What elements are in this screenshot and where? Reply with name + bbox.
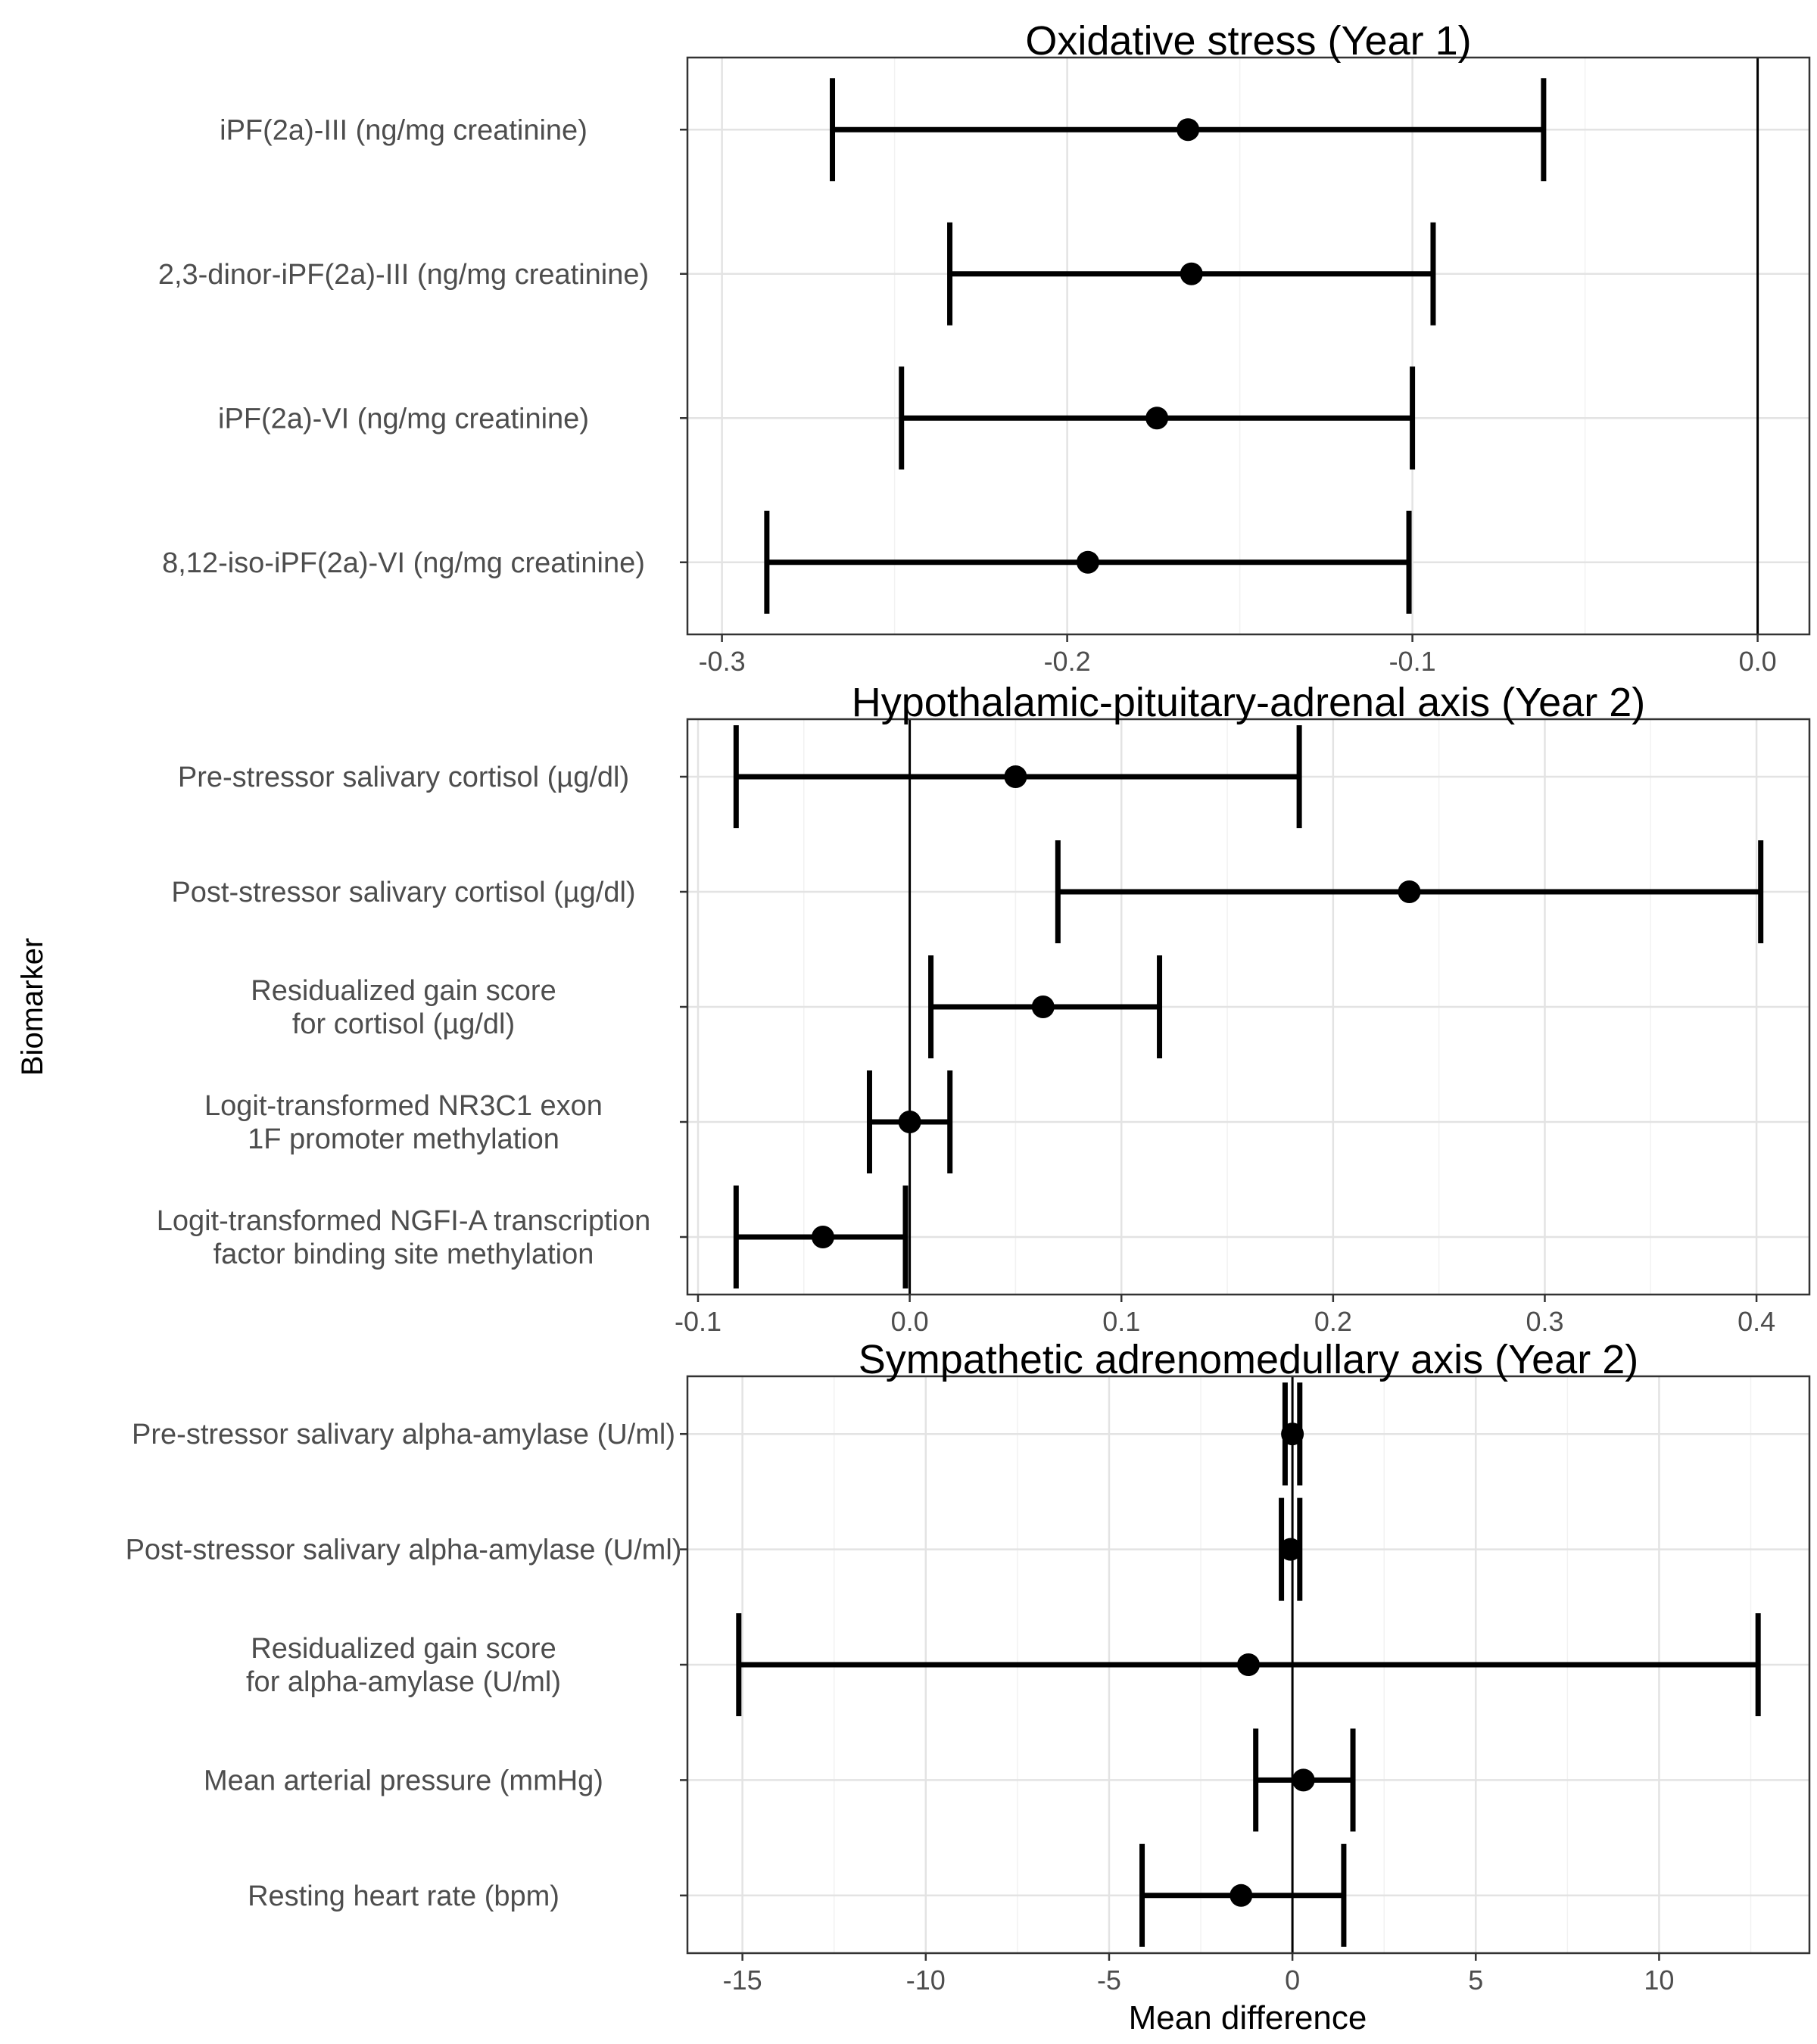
point-estimate <box>1180 262 1203 285</box>
point-estimate <box>1230 1884 1253 1907</box>
biomarker-label: Pre-stressor salivary alpha-amylase (U/m… <box>132 1419 675 1450</box>
biomarker-label-line: Pre-stressor salivary cortisol (µg/dl) <box>178 762 629 793</box>
x-tick-label: -10 <box>906 1965 946 1996</box>
biomarker-label: iPF(2a)-III (ng/mg creatinine) <box>220 114 587 146</box>
biomarker-label-line: iPF(2a)-VI (ng/mg creatinine) <box>218 403 589 435</box>
x-tick-label: 0.1 <box>1102 1306 1140 1337</box>
biomarker-label-line: Residualized gain score <box>251 1633 556 1665</box>
panel-3: Sympathetic adrenomedullary axis (Year 2… <box>126 1337 1811 1996</box>
x-tick-label: -15 <box>723 1965 762 1996</box>
biomarker-label: Post-stressor salivary cortisol (µg/dl) <box>171 877 635 908</box>
y-axis-label: Biomarker <box>16 938 49 1076</box>
x-tick-label: 0.0 <box>891 1306 929 1337</box>
panel-2: Hypothalamic-pituitary-adrenal axis (Yea… <box>157 680 1811 1337</box>
biomarker-label-line: for cortisol (µg/dl) <box>292 1008 515 1040</box>
x-tick-label: 10 <box>1644 1965 1674 1996</box>
biomarker-label-line: Logit-transformed NGFI-A transcription <box>157 1205 651 1237</box>
panel-border <box>686 56 1811 636</box>
biomarker-label: Mean arterial pressure (mmHg) <box>204 1765 603 1796</box>
biomarker-label-line: for alpha-amylase (U/ml) <box>246 1666 561 1698</box>
panel-title: Sympathetic adrenomedullary axis (Year 2… <box>859 1337 1639 1382</box>
biomarker-label: Logit-transformed NGFI-A transcription fa… <box>157 1205 651 1270</box>
biomarker-label: 2,3-dinor-iPF(2a)-III (ng/mg creatinine) <box>158 259 649 291</box>
biomarker-label-line: Post-stressor salivary cortisol (µg/dl) <box>171 877 635 908</box>
biomarker-label-line: Mean arterial pressure (mmHg) <box>204 1765 603 1796</box>
biomarker-label-line: 1F promoter methylation <box>248 1123 559 1155</box>
point-estimate <box>1292 1768 1315 1792</box>
x-tick-label: 0.3 <box>1526 1306 1563 1337</box>
x-tick-label: -5 <box>1097 1965 1121 1996</box>
biomarker-label: Pre-stressor salivary cortisol (µg/dl) <box>178 762 629 793</box>
x-tick-label: 0 <box>1285 1965 1300 1996</box>
biomarker-label: Residualized gain score for cortisol (µg/… <box>251 975 556 1040</box>
biomarker-label: Residualized gain score for alpha-amylase… <box>246 1633 561 1698</box>
biomarker-label-line: 8,12-iso-iPF(2a)-VI (ng/mg creatinine) <box>162 547 645 579</box>
point-estimate <box>1398 880 1421 903</box>
panel-1: Oxidative stress (Year 1) -0.3 -0.2 -0.1 0.0… <box>158 18 1811 677</box>
point-estimate <box>1279 1538 1302 1561</box>
point-estimate <box>898 1111 921 1133</box>
biomarker-label-line: Post-stressor salivary alpha-amylase (U/… <box>126 1535 682 1566</box>
x-tick-label: 0.0 <box>1739 646 1777 677</box>
x-tick-label: -0.1 <box>675 1306 722 1337</box>
point-estimate <box>1076 550 1099 574</box>
biomarker-label-line: iPF(2a)-III (ng/mg creatinine) <box>220 114 587 146</box>
point-estimate <box>1237 1653 1260 1676</box>
point-estimate <box>1281 1422 1304 1446</box>
x-tick-label: 0.4 <box>1738 1306 1775 1337</box>
x-axis-label: Mean difference <box>1129 1999 1367 2036</box>
panel-title: Hypothalamic-pituitary-adrenal axis (Yea… <box>852 680 1645 725</box>
biomarker-label-line: Pre-stressor salivary alpha-amylase (U/m… <box>132 1419 675 1450</box>
biomarker-label: 8,12-iso-iPF(2a)-VI (ng/mg creatinine) <box>162 547 645 579</box>
point-estimate <box>1031 996 1055 1018</box>
point-estimate <box>811 1226 834 1248</box>
biomarker-label: Resting heart rate (bpm) <box>248 1880 559 1912</box>
biomarker-label-line: 2,3-dinor-iPF(2a)-III (ng/mg creatinine) <box>158 259 649 291</box>
x-tick-label: -0.1 <box>1389 646 1436 677</box>
point-estimate <box>1004 765 1027 788</box>
biomarker-label-line: factor binding site methylation <box>213 1239 594 1270</box>
biomarker-label: Post-stressor salivary alpha-amylase (U/… <box>126 1535 682 1566</box>
panels: Oxidative stress (Year 1) -0.3 -0.2 -0.1 0.0… <box>126 18 1811 1996</box>
x-tick-label: 5 <box>1468 1965 1483 1996</box>
biomarker-label-line: Residualized gain score <box>251 975 556 1007</box>
x-tick-label: 0.2 <box>1314 1306 1352 1337</box>
point-estimate <box>1145 407 1169 430</box>
biomarker-label-line: Logit-transformed NR3C1 exon <box>204 1090 603 1122</box>
x-tick-label: -0.2 <box>1044 646 1091 677</box>
point-estimate <box>1177 118 1200 142</box>
panel-title: Oxidative stress (Year 1) <box>1025 18 1471 64</box>
biomarker-label: Logit-transformed NR3C1 exon 1F promoter … <box>204 1090 603 1155</box>
biomarker-label: iPF(2a)-VI (ng/mg creatinine) <box>218 403 589 435</box>
biomarker-label-line: Resting heart rate (bpm) <box>248 1880 559 1912</box>
x-tick-label: -0.3 <box>699 646 746 677</box>
